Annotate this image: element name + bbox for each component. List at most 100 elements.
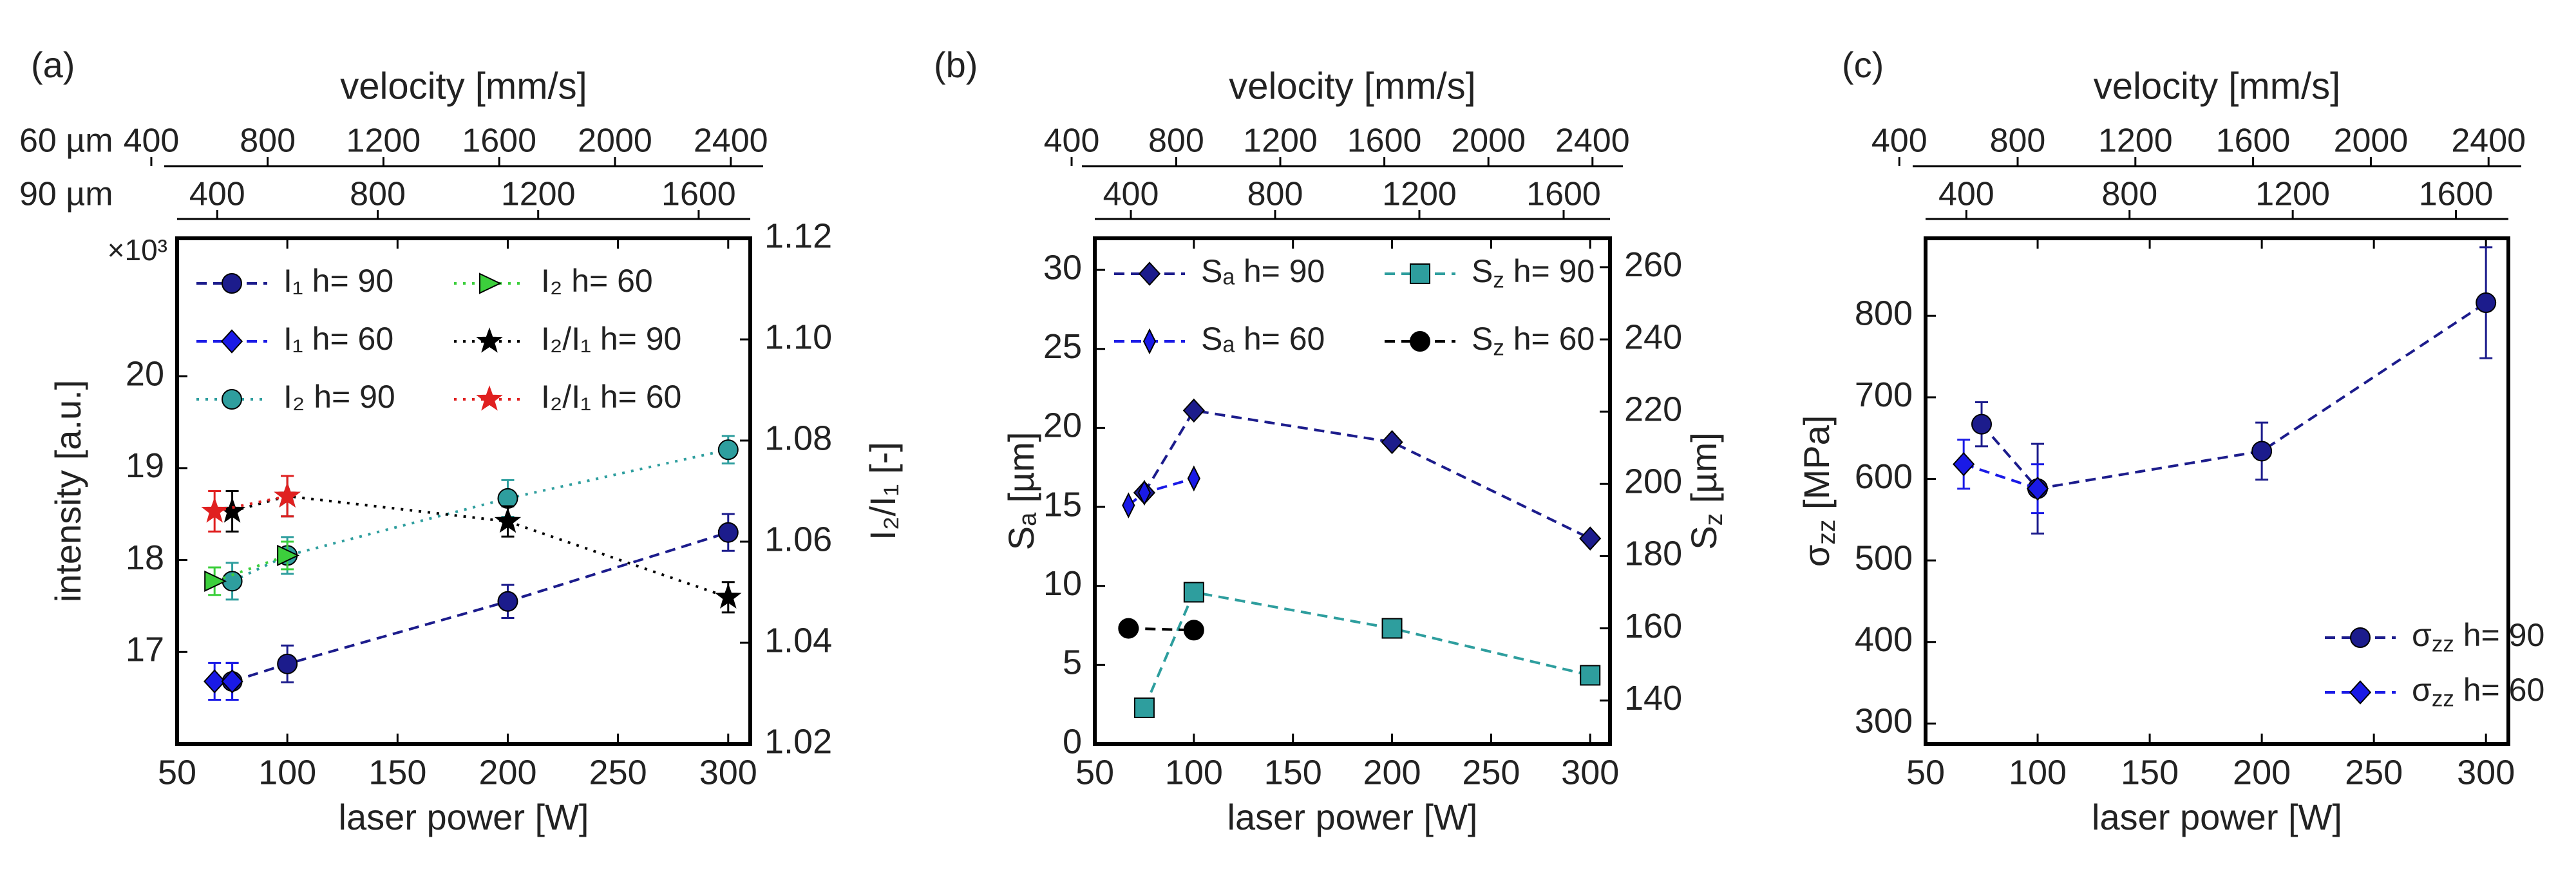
series-0 xyxy=(1133,398,1602,551)
data-point xyxy=(1137,479,1151,506)
legend-label: I₂/I₁ h= 60 xyxy=(541,379,681,415)
plot-frame xyxy=(1093,236,1612,746)
legend-marker xyxy=(476,385,503,411)
data-point xyxy=(717,439,739,461)
legend-label: I₂/I₁ h= 90 xyxy=(541,321,681,357)
legend-label: σzz h= 60 xyxy=(2412,672,2544,712)
series-line xyxy=(1980,301,2487,490)
plot-frame xyxy=(175,236,752,746)
data-point xyxy=(1187,465,1200,492)
data-point xyxy=(494,507,522,533)
data-point xyxy=(277,653,298,674)
data-point xyxy=(1381,618,1403,639)
series-line xyxy=(1143,409,1591,540)
x-tick-label: 250 xyxy=(589,753,647,792)
series-2 xyxy=(222,435,739,601)
velocity-90-tick-label: 1200 xyxy=(1382,176,1457,213)
y-right-axis-label: Sz [µm] xyxy=(1683,432,1728,550)
velocity-90-tick-label: 1600 xyxy=(2419,176,2494,213)
y-tick-label: 600 xyxy=(1855,457,1913,496)
legend-marker xyxy=(222,389,242,410)
legend-item: I₁ h= 60 xyxy=(196,321,393,357)
panel-a: (a)velocity [mm/s]400 800 1200 1600 2000 2400… xyxy=(19,44,903,837)
velocity-60-tick-label: 2400 xyxy=(1555,122,1630,160)
x-axis-label: laser power [W] xyxy=(339,797,589,837)
series-line xyxy=(214,495,288,513)
legend-item: σzz h= 90 xyxy=(2325,617,2544,657)
data-point xyxy=(497,591,518,612)
data-point xyxy=(1183,582,1204,603)
data-point xyxy=(1579,526,1602,551)
legend-label: σzz h= 90 xyxy=(2412,617,2544,657)
legend-marker xyxy=(1410,331,1430,352)
velocity-60-tick-label: 800 xyxy=(1148,122,1204,160)
velocity-60-tick-label: 1600 xyxy=(1347,122,1422,160)
x-tick-label: 300 xyxy=(2457,753,2515,792)
legend-marker xyxy=(479,272,502,294)
velocity-60-tick-label: 800 xyxy=(1990,122,2046,160)
top-axis-label: velocity [mm/s] xyxy=(340,65,587,107)
y-exponent: ×10³ xyxy=(108,233,167,267)
velocity-90-tick-label: 800 xyxy=(2101,176,2157,213)
y-tick-label: 300 xyxy=(1855,702,1913,741)
x-tick-label: 100 xyxy=(1165,753,1223,792)
data-point xyxy=(204,570,227,592)
data-point xyxy=(1381,430,1403,455)
series-3 xyxy=(1118,618,1204,641)
velocity-90-tick-label: 400 xyxy=(189,176,245,213)
y-tick-label: 400 xyxy=(1855,620,1913,659)
legend-marker xyxy=(222,273,242,294)
data-point xyxy=(2476,292,2497,314)
y-tick-label: 15 xyxy=(1043,485,1082,524)
legend-marker xyxy=(1138,261,1161,286)
velocity-90-tick-label: 1200 xyxy=(501,176,576,213)
y-tick-label: 20 xyxy=(1043,406,1082,445)
top-axis-label: velocity [mm/s] xyxy=(1229,65,1476,107)
y-tick-label: 500 xyxy=(1855,538,1913,577)
y-tick-label: 10 xyxy=(1043,564,1082,603)
legend-item: σzz h= 60 xyxy=(2325,672,2544,712)
velocity-90-row-label: 90 µm xyxy=(19,176,113,213)
velocity-90-tick-label: 800 xyxy=(350,176,406,213)
velocity-60-tick-label: 2400 xyxy=(2451,122,2526,160)
legend-label: Sz h= 60 xyxy=(1472,321,1595,361)
series-line xyxy=(231,531,729,683)
series-line xyxy=(214,554,288,583)
legend-marker xyxy=(2350,627,2371,648)
y-tick-label: 0 xyxy=(1063,722,1082,761)
y-tick-label: 18 xyxy=(126,538,164,577)
y-right-tick-label: 1.12 xyxy=(764,216,832,255)
x-tick-label: 100 xyxy=(258,753,316,792)
series-0 xyxy=(1971,246,2497,535)
data-point xyxy=(1971,413,1993,435)
series-1 xyxy=(204,661,243,701)
y-right-tick-label: 260 xyxy=(1624,245,1682,284)
legend-item: Sz h= 90 xyxy=(1385,253,1595,293)
x-axis-label: laser power [W] xyxy=(2092,797,2342,837)
y-axis-label: intensity [a.u.] xyxy=(48,380,88,603)
velocity-60-tick-label: 2000 xyxy=(578,122,652,160)
velocity-60-tick-label: 2000 xyxy=(2334,122,2409,160)
legend-label: I₁ h= 90 xyxy=(283,263,393,299)
y-tick-label: 5 xyxy=(1063,643,1082,682)
data-point xyxy=(221,669,243,694)
legend-item: I₂/I₁ h= 60 xyxy=(454,379,681,415)
legend-label: Sz h= 90 xyxy=(1472,253,1595,293)
series-3 xyxy=(204,540,299,596)
legend: σzz h= 90 σzz h= 60 xyxy=(2325,617,2544,712)
series-line xyxy=(232,495,729,599)
velocity-60-tick-label: 1600 xyxy=(2216,122,2291,160)
series-1 xyxy=(1122,465,1200,518)
series-5 xyxy=(201,475,301,533)
legend-label: I₂ h= 60 xyxy=(541,263,653,299)
y-right-tick-label: 220 xyxy=(1624,390,1682,428)
panel-label: (b) xyxy=(934,44,978,85)
panel-label: (a) xyxy=(31,44,75,85)
y-right-tick-label: 1.04 xyxy=(764,621,832,660)
data-point xyxy=(1133,697,1155,718)
y-tick-label: 700 xyxy=(1855,375,1913,414)
velocity-90-tick-label: 1600 xyxy=(1526,176,1601,213)
x-tick-label: 200 xyxy=(2233,753,2291,792)
